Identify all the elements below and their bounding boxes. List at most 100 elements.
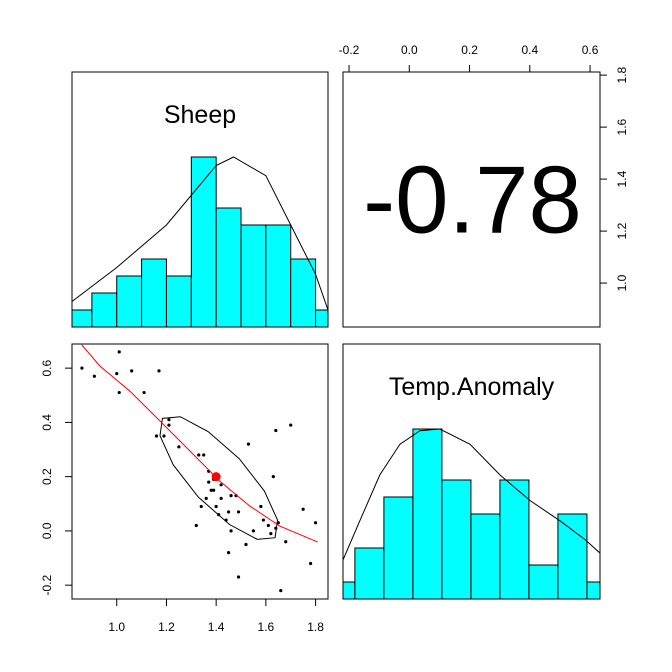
point <box>226 510 231 514</box>
y-tick-label: 1.0 <box>615 274 629 291</box>
point <box>199 504 203 509</box>
point <box>246 442 251 446</box>
panel-frame <box>71 71 329 328</box>
x-tick-label: -0.2 <box>339 43 360 57</box>
point <box>226 551 231 555</box>
bar <box>470 513 501 599</box>
panel <box>80 344 319 593</box>
point <box>284 540 288 544</box>
point <box>117 350 121 354</box>
point <box>236 510 241 514</box>
bar <box>116 275 143 327</box>
point <box>313 521 318 525</box>
point <box>301 507 305 511</box>
point <box>202 453 206 457</box>
point <box>274 526 278 530</box>
point <box>142 390 146 395</box>
point <box>167 418 171 422</box>
point <box>212 488 216 492</box>
point <box>279 588 283 593</box>
y-tick-label: 1.2 <box>615 222 629 239</box>
point <box>219 496 223 500</box>
y-tick-label: 1.8 <box>615 66 629 83</box>
point <box>219 483 223 487</box>
smooth <box>81 344 319 543</box>
point <box>130 369 134 373</box>
point <box>115 371 119 376</box>
x-tick-label: 1.0 <box>108 620 125 634</box>
y-tick-label: 0.0 <box>40 522 54 539</box>
bar <box>165 275 192 327</box>
bar <box>441 479 472 599</box>
point <box>224 518 228 522</box>
y-tick-label: 0.6 <box>40 359 54 376</box>
center-point <box>211 472 221 482</box>
point <box>276 521 280 525</box>
point <box>271 475 275 479</box>
x-tick-label: 1.4 <box>208 620 225 634</box>
y-tick-label: 0.4 <box>40 414 54 431</box>
x-tick-label: 0.4 <box>521 43 538 57</box>
histogram-title: Sheep <box>164 101 236 129</box>
y-tick-label: 0.2 <box>40 468 54 485</box>
point <box>207 480 211 484</box>
point <box>251 529 256 533</box>
correlation-value: -0.78 <box>363 147 582 254</box>
ellipse <box>159 416 279 540</box>
point <box>154 434 159 438</box>
point <box>274 428 278 433</box>
y-tick-label: 1.4 <box>615 170 629 187</box>
point <box>204 496 208 500</box>
y-tick-label: 1.6 <box>615 118 629 135</box>
x-tick-label: 1.8 <box>307 620 324 634</box>
point <box>309 561 313 566</box>
point <box>244 542 248 547</box>
point <box>162 434 166 438</box>
bar <box>557 513 588 599</box>
point <box>214 504 218 509</box>
density-curve <box>343 428 600 561</box>
y-tick-label: -0.2 <box>40 575 54 596</box>
panel <box>343 428 600 599</box>
bar <box>586 581 600 599</box>
bar <box>412 428 443 599</box>
panel <box>72 156 328 327</box>
bar <box>354 547 385 599</box>
bar <box>528 564 559 599</box>
panel-frame <box>71 343 329 600</box>
density-curve <box>72 156 328 311</box>
bar <box>91 292 118 327</box>
point <box>209 488 213 492</box>
point <box>177 445 181 449</box>
bar <box>141 258 167 327</box>
point <box>157 369 161 373</box>
point <box>92 374 96 378</box>
point <box>217 513 221 517</box>
point <box>266 523 270 528</box>
bar <box>190 156 217 327</box>
panel-frame <box>342 71 601 328</box>
point <box>261 518 265 522</box>
bar <box>499 479 530 599</box>
point <box>236 575 241 579</box>
x-tick-label: 0.6 <box>582 43 599 57</box>
bar <box>265 224 292 327</box>
bar <box>215 207 242 327</box>
x-tick-label: 1.6 <box>258 620 275 634</box>
point <box>289 423 293 427</box>
point <box>197 453 201 457</box>
x-tick-label: 1.2 <box>158 620 175 634</box>
histogram-title: Temp.Anomaly <box>389 373 555 401</box>
point <box>167 423 171 427</box>
point <box>194 523 198 528</box>
point <box>269 532 273 536</box>
point <box>80 366 84 370</box>
point <box>229 494 233 498</box>
point <box>117 390 121 395</box>
bar <box>290 258 317 327</box>
bar <box>383 496 414 599</box>
x-tick-label: 0.0 <box>401 43 418 57</box>
panel-frame <box>342 343 601 600</box>
